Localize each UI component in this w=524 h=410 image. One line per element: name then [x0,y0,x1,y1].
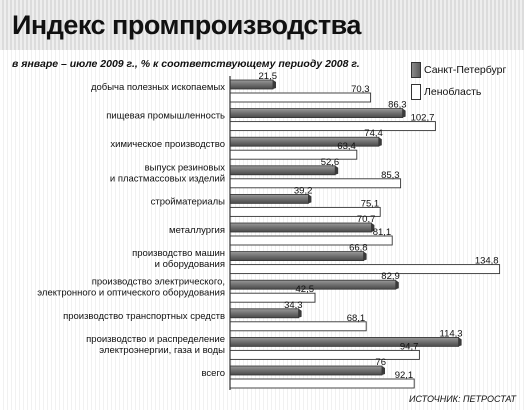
value-label-len: 70,3 [351,84,370,95]
bar-len [229,92,372,103]
bar-len [229,378,415,389]
category-label: пищевая промышленность [106,111,225,122]
category-label: производство электрического, [92,277,225,288]
value-label-spb: 74,4 [364,128,383,139]
category-label: производство транспортных средств [63,311,225,322]
value-label-spb: 66,8 [349,243,368,254]
legend-item-len: Ленобласть [411,82,521,104]
legend: Санкт-Петербург Ленобласть [411,60,521,104]
value-label-spb: 52,6 [321,157,340,168]
value-label-len: 68,1 [347,313,366,324]
bar-spb [229,251,365,262]
legend-label-spb: Санкт-Петербург [424,64,507,76]
bar-spb [229,136,380,147]
category-label: и пластмассовых изделий [110,173,225,184]
source-note: ИСТОЧНИК: ПЕТРОСТАТ [409,394,516,404]
bar-spb [229,222,372,233]
value-label-spb: 76 [375,357,386,368]
bar-len [229,235,393,246]
bar-spb-cap [298,308,302,318]
category-label: стройматериалы [151,196,226,207]
legend-swatch-spb [411,62,421,78]
value-label-spb: 86,3 [388,100,407,111]
bar-spb [229,165,336,176]
bar-spb-cap [335,165,339,175]
value-label-spb: 39,2 [294,185,313,196]
value-label-spb: 70,7 [357,214,376,225]
bar-spb-cap [382,366,385,375]
category-label: электронного и оптического оборудования [37,288,225,299]
bar-spb-cap [402,108,406,118]
bar-spb-cap [378,137,382,147]
value-label-len: 42,5 [296,284,315,295]
category-label: и оборудования [155,259,225,270]
category-label: химическое производство [110,139,225,150]
bar-len [229,264,501,275]
legend-swatch-len [411,84,421,100]
legend-item-spb: Санкт-Петербург [411,60,521,82]
bar-spb [229,108,404,118]
value-label-len: 63,4 [337,141,356,152]
chart-title: Индекс промпроизводства [12,10,361,40]
bar-spb-cap [273,80,276,89]
value-label-spb: 114,3 [440,328,463,339]
chart-subtitle: в январе – июле 2009 г., % к соответству… [12,58,360,70]
category-label: выпуск резиновых [145,162,226,173]
legend-label-len: Ленобласть [424,86,482,98]
value-label-len: 92,1 [395,370,414,381]
bar-spb [229,336,460,347]
category-label: всего [201,368,225,379]
bar-len [229,349,420,360]
value-label-len: 75,1 [361,198,380,209]
category-label: металлургия [169,225,225,236]
bar-spb-cap [458,337,462,347]
bar-len [229,121,436,132]
bar-spb-cap [371,223,375,232]
category-label: производство машин [132,248,225,259]
bar-spb-cap [308,194,312,204]
bar-spb-cap [395,280,399,290]
value-label-len: 81,1 [373,227,392,238]
value-label-len: 94,7 [400,341,419,352]
category-label: электроэнергии, газа и воды [99,345,225,356]
value-label-spb: 34,3 [284,300,303,311]
category-label: добыча полезных ископаемых [91,82,225,93]
value-label-len: 102,7 [411,113,435,124]
category-label: производство и распределение [86,334,225,345]
bar-spb-cap [363,251,367,261]
title-band [0,0,524,50]
value-label-len: 134,8 [475,256,499,267]
bar-len [229,178,402,189]
bar-spb [229,365,383,376]
value-label-len: 85,3 [381,170,400,181]
value-label-spb: 21,5 [259,71,278,82]
value-label-spb: 82,9 [381,271,400,282]
